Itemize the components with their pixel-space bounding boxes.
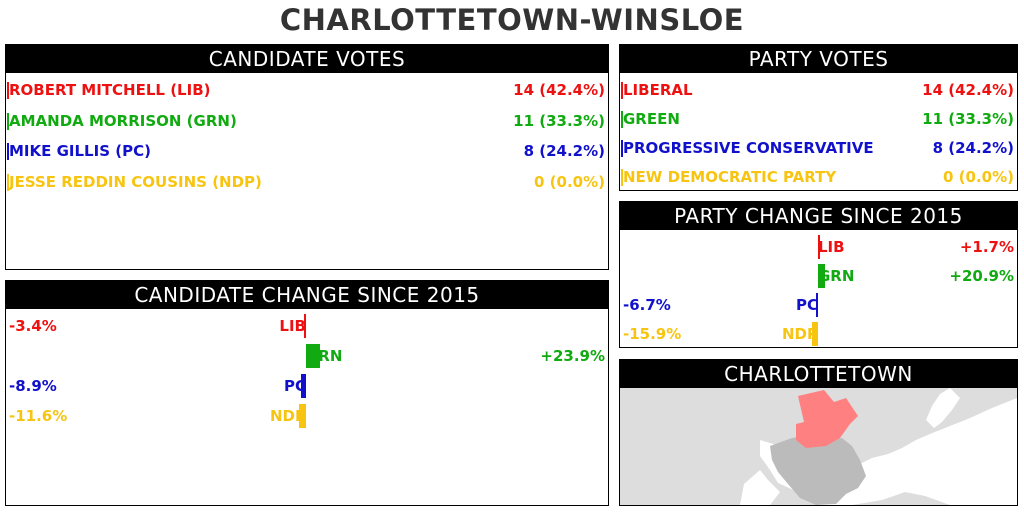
vote-name: NEW DEMOCRATIC PARTY (623, 168, 837, 186)
change-row: PC -8.9% (6, 374, 608, 398)
page-title: CHARLOTTETOWN-WINSLOE (279, 3, 745, 37)
vote-value: 0 (0.0%) (943, 168, 1014, 186)
change-row: NDP -11.6% (6, 404, 608, 428)
change-value: +20.9% (949, 267, 1014, 285)
vote-value: 11 (33.3%) (922, 110, 1014, 128)
color-marker (7, 112, 9, 130)
change-label: LIB (818, 238, 845, 256)
change-row: NDP -15.9% (620, 322, 1017, 346)
vote-row: AMANDA MORRISON (GRN) 11 (33.3%) (6, 110, 608, 132)
vote-name: JESSE REDDIN COUSINS (NDP) (9, 172, 262, 191)
change-bar (815, 293, 818, 317)
vote-row: NEW DEMOCRATIC PARTY 0 (0.0%) (620, 166, 1017, 188)
vote-row: ROBERT MITCHELL (LIB) 14 (42.4%) (6, 79, 608, 101)
change-row: LIB +1.7% (620, 235, 1017, 259)
change-row: GRN +23.9% (6, 344, 608, 368)
vote-row: MIKE GILLIS (PC) 8 (24.2%) (6, 140, 608, 162)
change-bar (818, 264, 826, 288)
change-bar (812, 322, 818, 346)
color-marker (7, 82, 9, 99)
party-change-panel: PARTY CHANGE SINCE 2015 LIB +1.7% GRN +20.9… (619, 201, 1018, 348)
change-value: -11.6% (9, 407, 68, 425)
vote-value: 11 (33.3%) (513, 111, 605, 130)
change-value: -15.9% (623, 325, 682, 343)
change-bar (306, 344, 321, 368)
party-votes-panel: PARTY VOTES LIBERAL 14 (42.4%) GREEN 11 (33… (619, 44, 1018, 191)
vote-value: 8 (24.2%) (523, 142, 605, 160)
change-row: GRN +20.9% (620, 264, 1017, 288)
change-value: +23.9% (540, 347, 605, 365)
change-bar (299, 404, 306, 428)
vote-row: JESSE REDDIN COUSINS (NDP) 0 (0.0%) (6, 171, 608, 193)
change-row: LIB -3.4% (6, 314, 608, 338)
vote-row: PROGRESSIVE CONSERVATIVE 8 (24.2%) (620, 137, 1017, 159)
change-label: PC (283, 377, 306, 395)
color-marker (7, 143, 9, 160)
city-area (770, 436, 866, 505)
vote-name: GREEN (623, 110, 680, 128)
change-bar (303, 314, 306, 338)
candidate-votes-heading: CANDIDATE VOTES (6, 45, 608, 73)
map-panel: CHARLOTTETOWN (619, 359, 1018, 506)
vote-row: GREEN 11 (33.3%) (620, 108, 1017, 130)
change-label: GRN (306, 347, 343, 365)
change-bar (818, 235, 820, 259)
vote-row: LIBERAL 14 (42.4%) (620, 79, 1017, 101)
change-bar (300, 374, 306, 398)
change-value: -8.9% (9, 377, 57, 395)
color-marker (621, 111, 623, 128)
charlottetown-map (620, 388, 1017, 505)
candidate-change-heading: CANDIDATE CHANGE SINCE 2015 (6, 281, 608, 309)
north-river-water (926, 388, 960, 428)
vote-value: 14 (42.4%) (922, 81, 1014, 99)
change-value: -6.7% (623, 296, 671, 314)
vote-value: 0 (0.0%) (534, 172, 605, 191)
vote-value: 8 (24.2%) (932, 139, 1014, 157)
change-label: NDP (782, 325, 818, 343)
candidate-change-panel: CANDIDATE CHANGE SINCE 2015 LIB -3.4% GRN +… (5, 280, 609, 506)
change-label: NDP (270, 407, 306, 425)
color-marker (621, 82, 623, 99)
change-label: LIB (279, 317, 306, 335)
change-label: PC (795, 296, 818, 314)
change-value: -3.4% (9, 317, 57, 335)
vote-name: MIKE GILLIS (PC) (9, 142, 151, 160)
vote-name: LIBERAL (623, 81, 693, 99)
color-marker (7, 173, 9, 191)
vote-value: 14 (42.4%) (513, 81, 605, 99)
district-highlight (796, 390, 858, 448)
map-heading: CHARLOTTETOWN (620, 360, 1017, 388)
party-votes-heading: PARTY VOTES (620, 45, 1017, 73)
change-label: GRN (818, 267, 855, 285)
vote-name: AMANDA MORRISON (GRN) (9, 111, 237, 130)
vote-name: ROBERT MITCHELL (LIB) (9, 81, 211, 99)
candidate-votes-panel: CANDIDATE VOTES ROBERT MITCHELL (LIB) 14 … (5, 44, 609, 270)
map-area (620, 388, 1017, 505)
change-value: +1.7% (959, 238, 1014, 256)
change-row: PC -6.7% (620, 293, 1017, 317)
color-marker (621, 169, 623, 186)
color-marker (621, 140, 623, 157)
west-river-water (740, 470, 780, 505)
vote-name: PROGRESSIVE CONSERVATIVE (623, 139, 874, 157)
party-change-heading: PARTY CHANGE SINCE 2015 (620, 202, 1017, 230)
